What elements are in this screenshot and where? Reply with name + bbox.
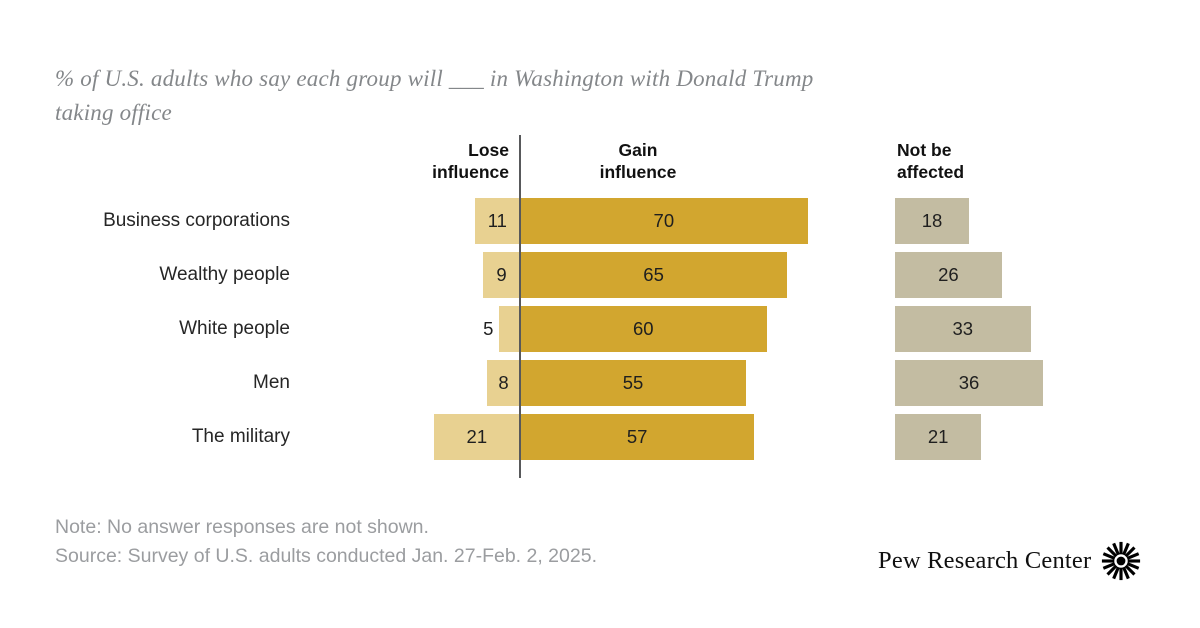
not-affected-bar: 18 bbox=[895, 198, 969, 244]
chart-title-line2: taking office bbox=[55, 100, 172, 125]
lose-bar: 21 bbox=[433, 414, 520, 460]
lose-value-label-outside: 5 bbox=[483, 318, 494, 339]
not-affected-bar: 36 bbox=[895, 360, 1043, 406]
not-affected-bar: 26 bbox=[895, 252, 1002, 298]
category-label: Men bbox=[253, 372, 290, 393]
lose-bar: 8 bbox=[487, 360, 520, 406]
gain-bar: 57 bbox=[520, 414, 755, 460]
column-header-gain-influence: Gain influence bbox=[599, 140, 677, 182]
category-label: The military bbox=[191, 426, 290, 447]
zero-axis-line bbox=[519, 135, 521, 478]
column-header-lose-influence: Lose influence bbox=[432, 140, 509, 182]
pew-branding: Pew Research Center bbox=[878, 540, 1142, 582]
chart-title: % of U.S. adults who say each group will… bbox=[55, 62, 1075, 130]
not-affected-bar: 21 bbox=[895, 414, 982, 460]
lose-bar bbox=[499, 306, 520, 352]
category-label: Business corporations bbox=[103, 210, 290, 231]
gain-bar: 70 bbox=[520, 198, 808, 244]
not-affected-bar: 33 bbox=[895, 306, 1031, 352]
category-label: White people bbox=[179, 318, 290, 339]
lose-bar: 9 bbox=[483, 252, 520, 298]
gain-bar: 65 bbox=[520, 252, 788, 298]
chart-title-line1: % of U.S. adults who say each group will… bbox=[55, 66, 814, 91]
column-header-not-affected: Not be affected bbox=[897, 140, 965, 182]
note-text: Note: No answer responses are not shown. bbox=[55, 516, 429, 538]
category-label: Wealthy people bbox=[159, 264, 290, 285]
pew-wordmark: Pew Research Center bbox=[878, 547, 1092, 574]
gain-bar: 60 bbox=[520, 306, 767, 352]
source-text: Source: Survey of U.S. adults conducted … bbox=[55, 545, 597, 567]
pew-sunburst-icon bbox=[1102, 541, 1141, 581]
gain-bar: 55 bbox=[520, 360, 747, 406]
lose-bar: 11 bbox=[474, 198, 520, 244]
